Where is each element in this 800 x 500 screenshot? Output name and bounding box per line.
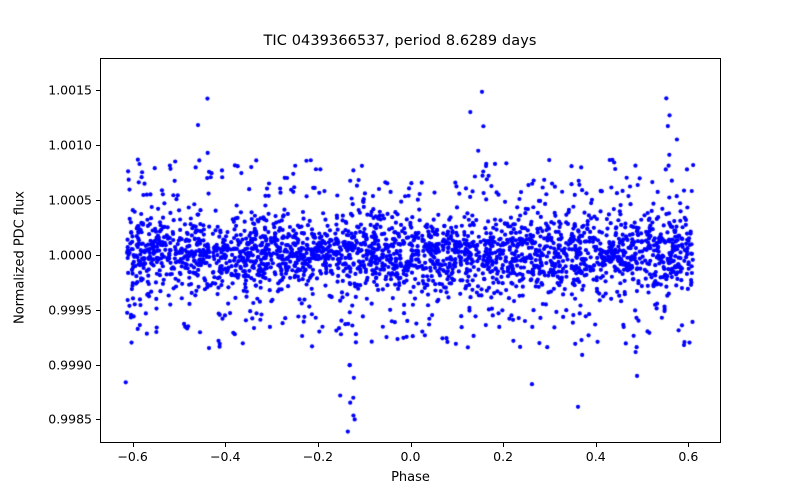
x-tick-label: 0.0 bbox=[400, 449, 421, 464]
x-tick-label: −0.4 bbox=[210, 449, 241, 464]
x-tick-mark bbox=[410, 443, 412, 447]
y-tick-mark bbox=[96, 145, 100, 147]
y-tick-mark bbox=[96, 309, 100, 311]
y-axis-label: Normalized PDC flux bbox=[12, 190, 28, 325]
x-tick-label: 0.4 bbox=[585, 449, 606, 464]
x-tick-mark bbox=[503, 443, 505, 447]
y-tick-label: 1.0010 bbox=[48, 137, 92, 153]
page-title: TIC 0439366537, period 8.6289 days bbox=[263, 33, 537, 49]
y-tick-label: 0.9995 bbox=[48, 302, 92, 318]
x-tick-label: 0.2 bbox=[493, 449, 514, 464]
x-tick-mark bbox=[595, 443, 597, 447]
x-tick-label: −0.2 bbox=[302, 449, 334, 464]
x-tick-mark bbox=[132, 443, 134, 447]
x-tick-mark bbox=[688, 443, 690, 447]
x-tick-mark bbox=[225, 443, 227, 447]
y-tick-label: 1.0000 bbox=[48, 247, 92, 263]
y-tick-mark bbox=[96, 254, 100, 256]
y-tick-label: 1.0005 bbox=[48, 192, 92, 208]
y-tick-label: 0.9985 bbox=[48, 411, 92, 427]
y-tick-label: 0.9990 bbox=[48, 357, 92, 373]
y-tick-mark bbox=[96, 364, 100, 366]
y-tick-mark bbox=[96, 90, 100, 92]
y-tick-mark bbox=[96, 419, 100, 421]
x-tick-mark bbox=[317, 443, 319, 447]
x-tick-label: 0.6 bbox=[678, 449, 699, 464]
y-tick-mark bbox=[96, 200, 100, 202]
scatter-plot-canvas bbox=[101, 59, 720, 442]
x-tick-label: −0.6 bbox=[117, 449, 148, 464]
y-tick-label: 1.0015 bbox=[48, 82, 92, 98]
x-axis-label: Phase bbox=[391, 470, 430, 485]
plot-axes-frame bbox=[100, 58, 721, 443]
